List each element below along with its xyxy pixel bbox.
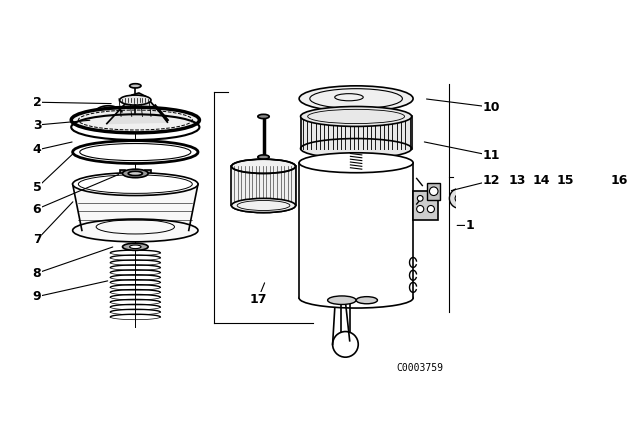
Ellipse shape: [299, 86, 413, 112]
Ellipse shape: [258, 155, 269, 159]
Ellipse shape: [232, 198, 296, 213]
Text: 7: 7: [33, 233, 42, 246]
Ellipse shape: [328, 296, 356, 305]
Bar: [120, 170, 125, 177]
Ellipse shape: [80, 143, 191, 161]
Ellipse shape: [417, 206, 424, 213]
Polygon shape: [107, 93, 168, 124]
Ellipse shape: [488, 211, 502, 221]
Bar: [413, 191, 438, 220]
Bar: [428, 183, 440, 200]
Ellipse shape: [543, 221, 557, 233]
Ellipse shape: [417, 195, 423, 201]
Ellipse shape: [73, 219, 198, 242]
Ellipse shape: [128, 171, 143, 176]
Text: 16: 16: [611, 174, 628, 187]
Ellipse shape: [73, 173, 198, 195]
Ellipse shape: [428, 206, 435, 213]
Polygon shape: [97, 106, 122, 112]
Ellipse shape: [356, 297, 378, 304]
Polygon shape: [73, 184, 198, 230]
Text: 4: 4: [33, 143, 42, 156]
Ellipse shape: [299, 153, 413, 173]
Text: 3: 3: [33, 119, 42, 132]
Text: 2: 2: [33, 96, 42, 109]
Ellipse shape: [130, 84, 141, 88]
Ellipse shape: [258, 114, 269, 119]
Text: 6: 6: [33, 202, 42, 215]
Ellipse shape: [455, 194, 463, 202]
Ellipse shape: [299, 288, 413, 308]
Text: 12: 12: [483, 174, 500, 187]
Ellipse shape: [71, 107, 200, 133]
Bar: [232, 166, 296, 206]
Text: 8: 8: [33, 267, 42, 280]
Text: 5: 5: [33, 181, 42, 194]
Text: C0003759: C0003759: [397, 363, 444, 373]
Ellipse shape: [73, 141, 198, 164]
Ellipse shape: [333, 332, 358, 357]
Text: 15: 15: [557, 174, 574, 187]
Text: 17: 17: [249, 293, 267, 306]
Ellipse shape: [122, 169, 148, 178]
Text: 13: 13: [508, 174, 525, 187]
Ellipse shape: [482, 206, 508, 226]
Ellipse shape: [449, 189, 469, 208]
Ellipse shape: [122, 243, 148, 250]
Ellipse shape: [429, 187, 438, 195]
Ellipse shape: [470, 201, 481, 213]
Bar: [145, 170, 151, 177]
Ellipse shape: [301, 138, 412, 159]
Ellipse shape: [120, 95, 151, 105]
Polygon shape: [301, 116, 412, 148]
Text: 1: 1: [466, 219, 474, 232]
Text: 11: 11: [483, 149, 500, 162]
Text: 10: 10: [483, 101, 500, 114]
Ellipse shape: [130, 245, 141, 249]
Text: 9: 9: [33, 290, 42, 303]
Ellipse shape: [465, 195, 487, 218]
Bar: [299, 163, 413, 298]
Ellipse shape: [232, 198, 296, 213]
Text: 14: 14: [532, 174, 550, 187]
Ellipse shape: [301, 107, 412, 126]
Ellipse shape: [78, 175, 192, 194]
Ellipse shape: [232, 159, 296, 173]
